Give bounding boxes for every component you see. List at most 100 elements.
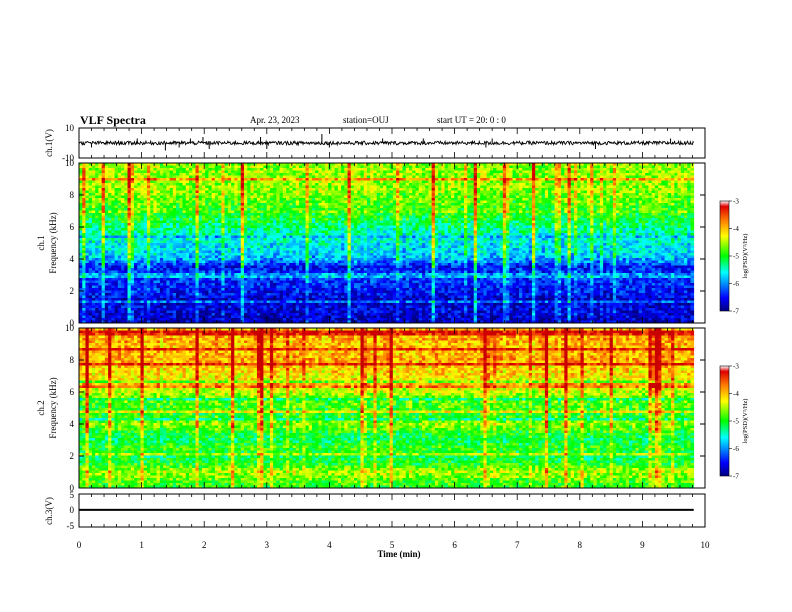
- spectrogram-cell: [276, 201, 280, 204]
- spectrogram-cell: [571, 171, 575, 174]
- spectrogram-cell: [574, 208, 578, 211]
- spectrogram-cell: [642, 203, 646, 206]
- spectrogram-cell: [85, 223, 89, 226]
- spectrogram-cell: [580, 171, 584, 174]
- spectrogram-cell: [406, 173, 410, 176]
- spectrogram-cell: [603, 226, 607, 229]
- spectrogram-cell: [134, 176, 138, 179]
- spectrogram-cell: [574, 183, 578, 186]
- spectrogram-cell: [312, 178, 316, 181]
- spectrogram-cell: [351, 188, 355, 191]
- spectrogram-cell: [225, 218, 229, 221]
- spectrogram-cell: [170, 198, 174, 201]
- spectrogram-cell: [131, 191, 135, 194]
- spectrogram-cell: [183, 188, 187, 191]
- spectrogram-cell: [458, 218, 462, 221]
- spectrogram-cell: [529, 171, 533, 174]
- spectrogram-cell: [419, 196, 423, 199]
- spectrogram-cell: [584, 191, 588, 194]
- spectrogram-cell: [221, 206, 225, 209]
- spectrogram-cell: [293, 201, 297, 204]
- spectrogram-cell: [153, 201, 157, 204]
- spectrogram-cell: [231, 186, 235, 189]
- spectrogram-cell: [600, 193, 604, 196]
- spectrogram-cell: [461, 193, 465, 196]
- spectrogram-cell: [322, 183, 326, 186]
- spectrogram-cell: [293, 171, 297, 174]
- spectrogram-cell: [626, 213, 630, 216]
- spectrogram-cell: [522, 218, 526, 221]
- spectrogram-cell: [176, 183, 180, 186]
- spectrogram-cell: [360, 166, 364, 169]
- spectrogram-cell: [645, 166, 649, 169]
- spectrogram-cell: [244, 171, 248, 174]
- spectrogram-cell: [525, 178, 529, 181]
- spectrogram-cell: [367, 168, 371, 171]
- spectrogram-cell: [131, 193, 135, 196]
- spectrogram-cell: [687, 173, 691, 176]
- spectrogram-cell: [351, 181, 355, 184]
- spectrogram-cell: [496, 226, 500, 229]
- spectrogram-cell: [519, 166, 523, 169]
- spectrogram-cell: [195, 178, 199, 181]
- spectrogram-cell: [516, 183, 520, 186]
- spectrogram-cell: [448, 201, 452, 204]
- spectrogram-cell: [370, 211, 374, 214]
- spectrogram-cell: [593, 188, 597, 191]
- spectrogram-cell: [254, 203, 258, 206]
- spectrogram-cell: [613, 171, 617, 174]
- spectrogram-cell: [509, 166, 513, 169]
- spectrogram-cell: [652, 171, 656, 174]
- spectrogram-cell: [325, 193, 329, 196]
- spectrogram-cell: [270, 226, 274, 229]
- spectrogram-cell: [309, 193, 313, 196]
- spectrogram-cell: [671, 178, 675, 181]
- spectrogram-cell: [574, 198, 578, 201]
- spectrogram-cell: [153, 221, 157, 224]
- spectrogram-cell: [545, 166, 549, 169]
- spectrogram-cell: [496, 188, 500, 191]
- spectrogram-cell: [513, 176, 517, 179]
- spectrogram-cell: [137, 226, 141, 229]
- spectrogram-cell: [425, 201, 429, 204]
- spectrogram-cell: [170, 228, 174, 231]
- spectrogram-cell: [312, 226, 316, 229]
- spectrogram-cell: [519, 173, 523, 176]
- spectrogram-cell: [687, 171, 691, 174]
- spectrogram-cell: [448, 211, 452, 214]
- spectrogram-cell: [412, 213, 416, 216]
- spectrogram-cell: [493, 166, 497, 169]
- spectrogram-cell: [299, 196, 303, 199]
- spectrogram-cell: [487, 173, 491, 176]
- spectrogram-cell: [166, 201, 170, 204]
- spectrogram-cell: [276, 211, 280, 214]
- spectrogram-cell: [574, 193, 578, 196]
- spectrogram-cell: [163, 208, 167, 211]
- spectrogram-cell: [147, 226, 151, 229]
- spectrogram-cell: [250, 211, 254, 214]
- spectrogram-cell: [406, 223, 410, 226]
- spectrogram-cell: [490, 188, 494, 191]
- spectrogram-cell: [415, 173, 419, 176]
- spectrogram-cell: [461, 206, 465, 209]
- spectrogram-cell: [322, 201, 326, 204]
- spectrogram-cell: [642, 186, 646, 189]
- spectrogram-cell: [415, 211, 419, 214]
- spectrogram-cell: [170, 216, 174, 219]
- spectrogram-cell: [445, 203, 449, 206]
- spectrogram-cell: [195, 201, 199, 204]
- spectrogram-cell: [195, 218, 199, 221]
- spectrogram-cell: [645, 211, 649, 214]
- spectrogram-cell: [305, 221, 309, 224]
- spectrogram-cell: [522, 183, 526, 186]
- spectrogram-cell: [373, 193, 377, 196]
- spectrogram-cell: [225, 201, 229, 204]
- spectrogram-cell: [619, 206, 623, 209]
- spectrogram-cell: [341, 198, 345, 201]
- spectrogram-cell: [283, 168, 287, 171]
- spectrogram-cell: [574, 213, 578, 216]
- spectrogram-cell: [623, 203, 627, 206]
- spectrogram-cell: [244, 203, 248, 206]
- spectrogram-cell: [403, 218, 407, 221]
- spectrogram-cell: [555, 196, 559, 199]
